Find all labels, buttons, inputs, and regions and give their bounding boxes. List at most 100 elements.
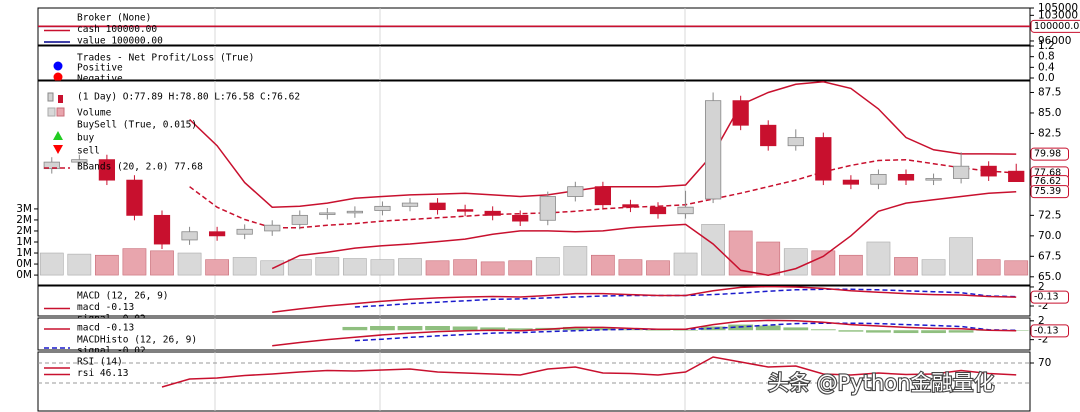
panel-frame <box>37 317 1031 351</box>
candle-body <box>952 165 970 179</box>
legend-text: macd -0.13 <box>77 302 134 313</box>
candle-body <box>732 100 749 126</box>
panel-plot <box>214 318 1029 350</box>
candle-body <box>401 202 419 207</box>
panel-frame <box>37 351 1031 412</box>
legend-text: rsi 46.13 <box>77 368 128 379</box>
volume-bar <box>398 258 422 276</box>
legend-text: signal -0.02 <box>77 346 146 357</box>
candle-body <box>71 159 88 163</box>
histo-bar <box>480 327 506 331</box>
histo-bar <box>1003 330 1029 331</box>
panel-plot <box>38 8 1030 45</box>
histo-bar <box>866 330 891 333</box>
volume-bar <box>591 254 615 276</box>
histo-bar <box>921 330 946 334</box>
legend-text: MACDHisto (12, 26, 9) <box>77 335 197 346</box>
candle-body <box>319 212 336 215</box>
y-tick-label: 65.0 <box>1038 271 1061 283</box>
volume-bar <box>95 254 119 276</box>
y-tick-label: 87.5 <box>1038 86 1061 98</box>
legend-text: Broker (None) <box>77 13 151 24</box>
y-tick-label: 0.8 <box>1038 51 1055 63</box>
volume-bar <box>783 248 808 276</box>
volume-bar <box>1004 260 1029 276</box>
panel-frame <box>37 45 1031 81</box>
value-box-label: 75.39 <box>1034 186 1061 197</box>
legend-text: buy <box>77 133 94 144</box>
legend-text: macd -0.13 <box>77 323 134 334</box>
volume-bar <box>618 259 643 276</box>
histo-bar <box>755 325 781 331</box>
volume-tick-label: 2M <box>16 225 32 237</box>
value-box <box>1030 290 1069 304</box>
candle-body <box>677 206 694 215</box>
histo-bar <box>645 330 671 331</box>
candle-body <box>567 186 584 197</box>
volume-bar <box>866 241 891 276</box>
legend-text: BBands (20, 2.0) 77.68 <box>77 162 203 173</box>
y-tick-label: 2 <box>1038 281 1045 293</box>
legend-text: value 100000.00 <box>77 36 163 47</box>
volume-bar <box>535 257 560 276</box>
volume-tick-label: 1M <box>16 247 32 259</box>
volume-bar <box>949 237 973 276</box>
volume-bar <box>976 259 1001 276</box>
series-line <box>272 319 1017 347</box>
candle-body <box>842 179 860 185</box>
volume-bar <box>894 257 918 276</box>
y-tick-label: 70 <box>1038 357 1051 369</box>
legend-marker <box>53 131 63 140</box>
y-tick-label: 72.5 <box>1038 209 1061 221</box>
candle-body <box>374 205 391 211</box>
candle-body <box>346 210 364 214</box>
candle-body <box>98 159 116 181</box>
candle-body <box>429 202 446 211</box>
candle-body <box>512 214 529 222</box>
volume-bar <box>453 259 477 276</box>
candle-body <box>153 214 171 245</box>
volume-bar <box>811 250 836 276</box>
legend-text: RSI (14) <box>77 357 123 368</box>
volume-bar <box>150 250 174 276</box>
volume-bar <box>122 248 147 276</box>
histo-bar <box>673 330 698 331</box>
histo-bar <box>397 326 423 331</box>
value-box-label: -0.13 <box>1034 325 1059 336</box>
histo-bar <box>425 326 450 331</box>
candle-body <box>539 196 556 221</box>
legend-text: Trades - Net Profit/Loss (True) <box>77 53 254 64</box>
panel-plot <box>39 81 1029 285</box>
legend-text: Negative <box>77 74 123 85</box>
value-box-label: 100000.00 <box>1034 21 1080 32</box>
histo-bar <box>810 329 836 331</box>
legend-volume <box>47 107 56 117</box>
y-tick-label: 96000 <box>1038 35 1071 47</box>
candle-body <box>787 137 804 147</box>
candle-body <box>291 214 308 225</box>
candle-body <box>126 179 143 216</box>
volume-bar <box>343 258 367 276</box>
volume-tick-label: 0M <box>16 258 32 270</box>
histo-bar <box>507 328 533 331</box>
y-tick-label: 85.0 <box>1038 107 1061 119</box>
y-tick-label: 2 <box>1038 315 1045 327</box>
volume-bar <box>756 241 781 276</box>
volume-tick-label: 3M <box>16 203 32 215</box>
legend-text: BuySell (True, 0.015) <box>77 120 197 131</box>
y-tick-label: 0.0 <box>1038 72 1055 84</box>
y-tick-label: 0.4 <box>1038 61 1055 73</box>
panel-frame <box>37 285 1031 317</box>
legend-text: cash 100000.00 <box>77 24 157 35</box>
legend-text: Volume <box>77 108 112 119</box>
value-box-label: 79.98 <box>1034 149 1061 160</box>
panel-frame <box>37 80 1031 286</box>
volume-bar <box>205 259 229 276</box>
legend-marker <box>53 72 63 82</box>
series-line <box>272 286 1017 313</box>
panel-plot <box>214 46 686 80</box>
volume-bar <box>39 252 64 276</box>
volume-bar <box>287 259 312 276</box>
candle-body <box>236 228 253 235</box>
